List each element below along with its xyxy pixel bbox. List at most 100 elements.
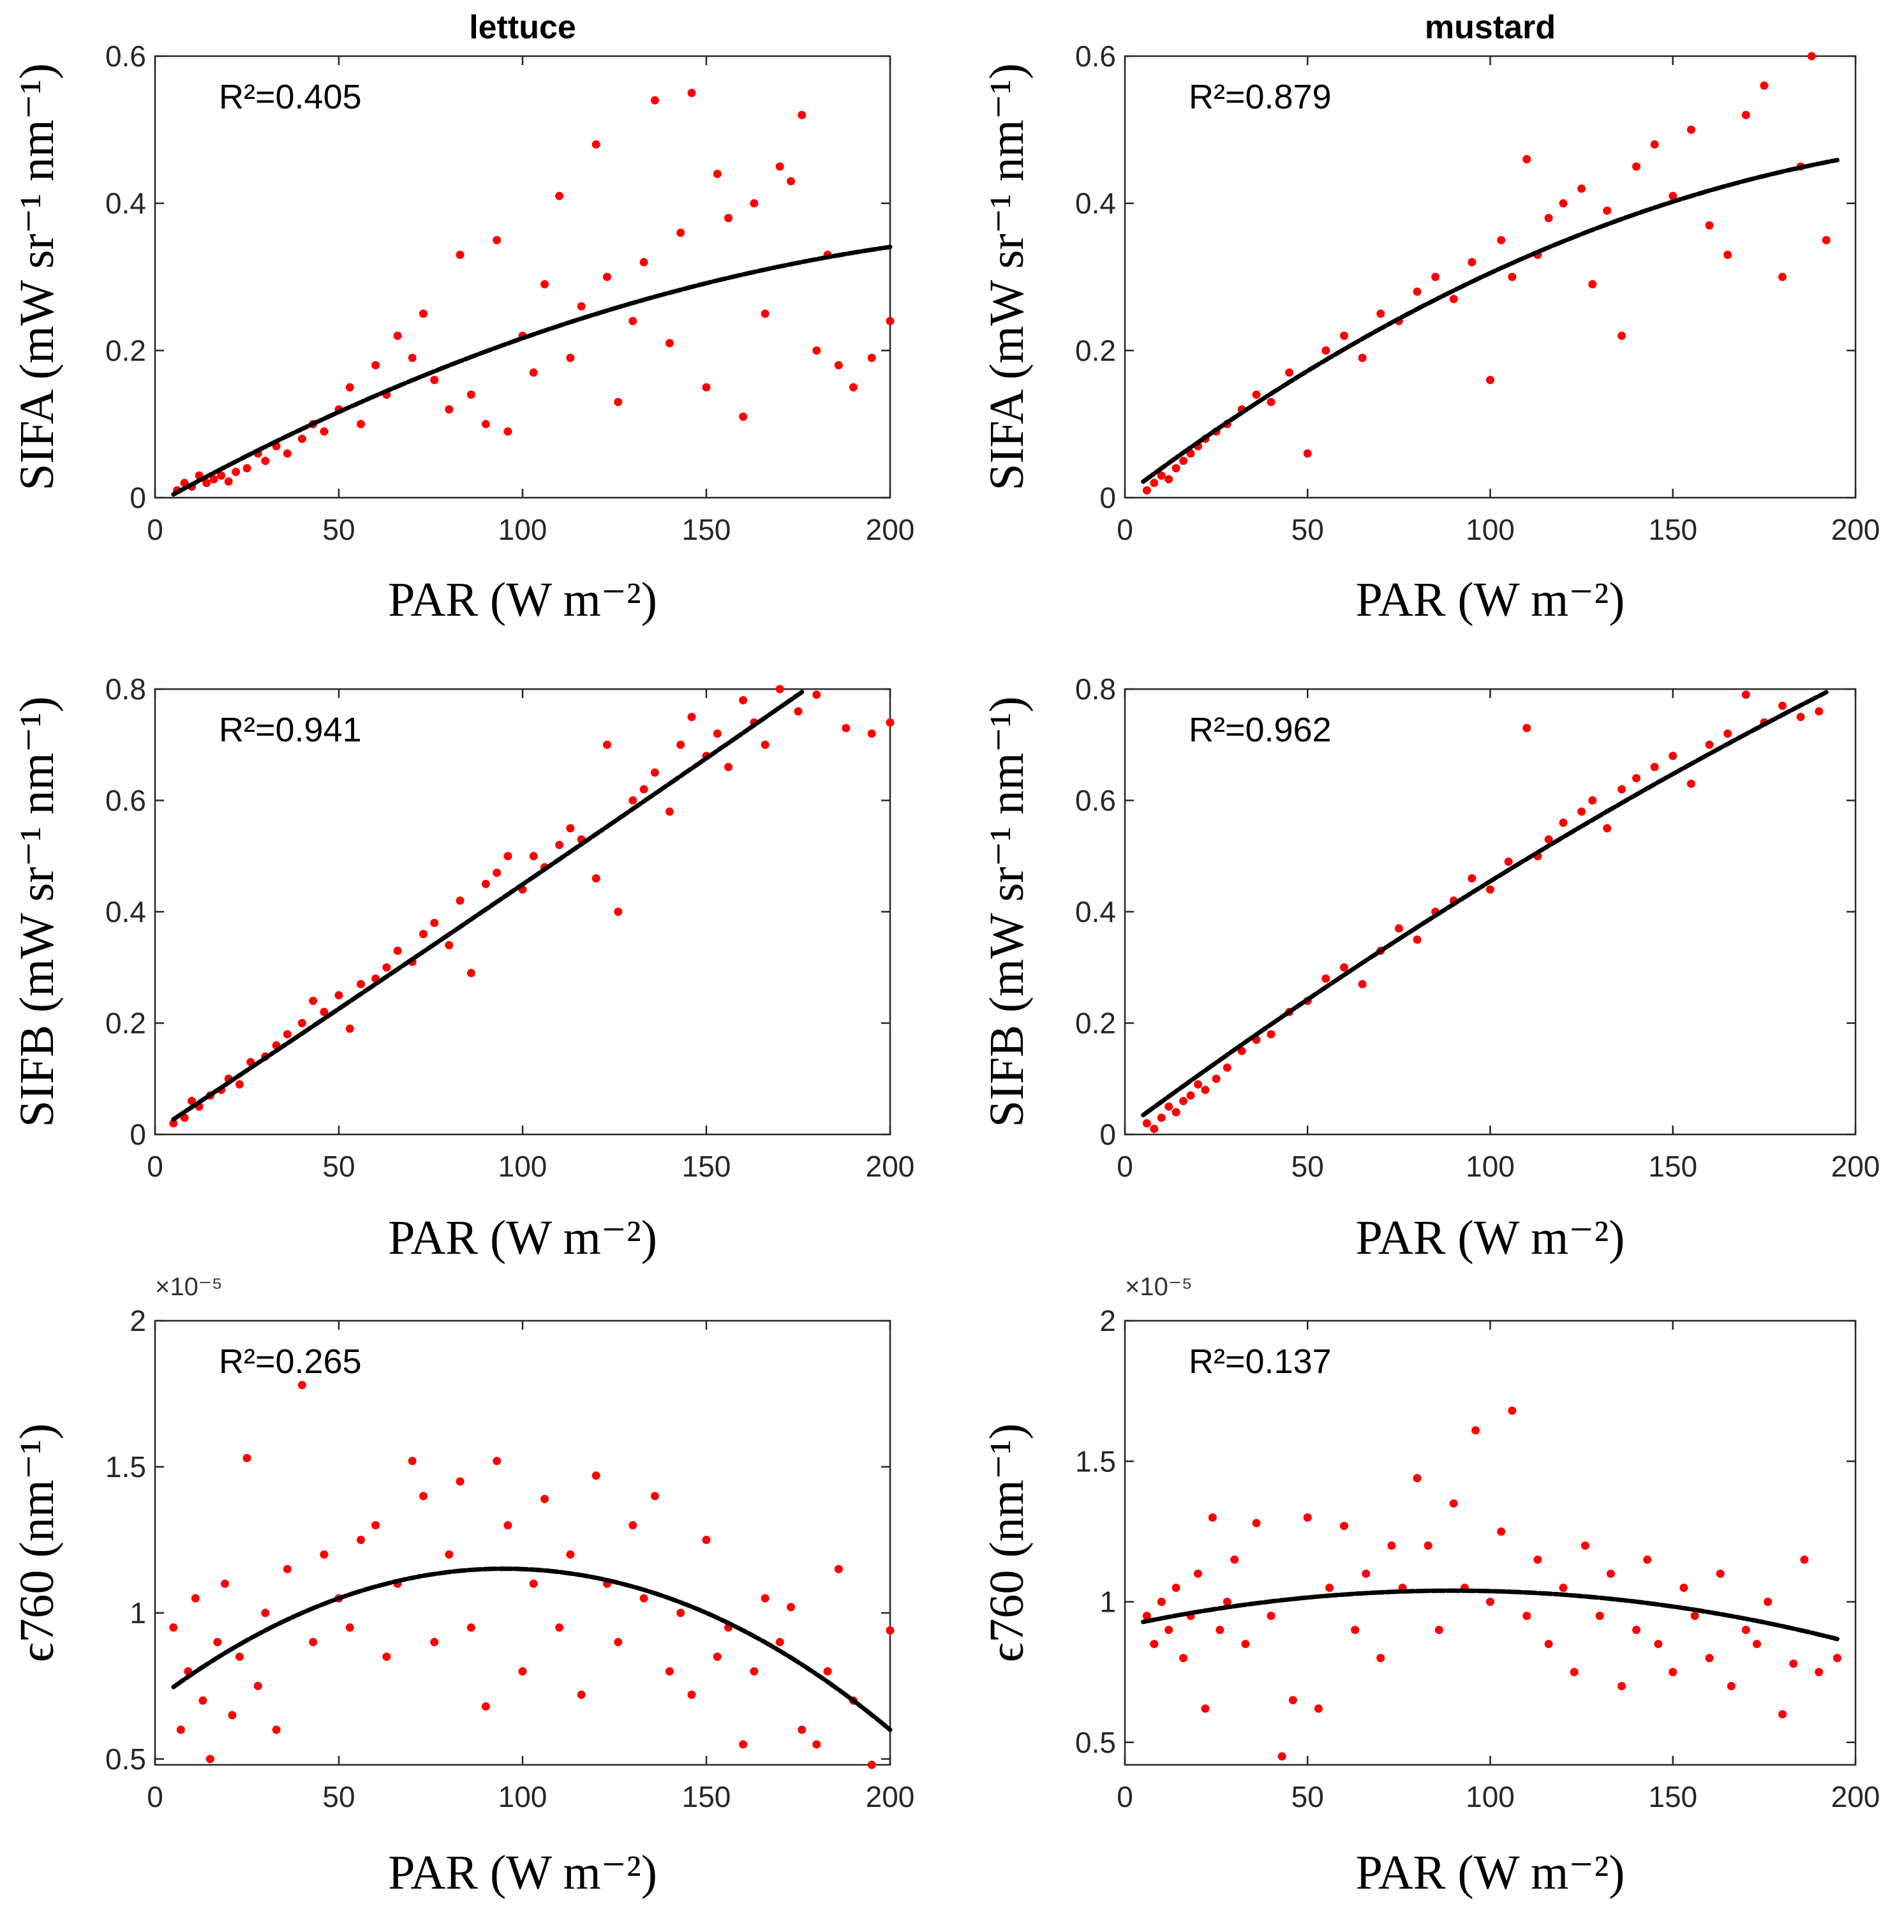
data-point xyxy=(761,740,770,749)
data-point xyxy=(1340,1522,1348,1531)
x-tick-label: 150 xyxy=(682,513,731,546)
data-point xyxy=(371,1521,380,1530)
data-point xyxy=(320,427,329,436)
data-point xyxy=(209,475,218,484)
data-point xyxy=(1807,52,1816,61)
data-point xyxy=(1171,464,1180,473)
data-point xyxy=(430,1638,439,1647)
y-tick-label: 0.5 xyxy=(1075,1726,1116,1759)
data-point xyxy=(393,331,402,340)
y-tick-label: 1.5 xyxy=(1075,1445,1116,1478)
data-point xyxy=(1288,1696,1297,1705)
data-point xyxy=(775,1638,784,1647)
data-point xyxy=(1157,471,1166,480)
data-point xyxy=(445,405,454,414)
data-point xyxy=(297,435,306,443)
data-point xyxy=(650,768,659,777)
x-tick-label: 200 xyxy=(866,1780,915,1813)
data-point xyxy=(1669,752,1677,761)
data-point xyxy=(1679,1583,1688,1592)
y-axis-label: ϵ760 (nm⁻¹) xyxy=(980,1423,1034,1662)
data-point xyxy=(1340,331,1348,340)
data-point xyxy=(1351,1626,1360,1635)
y-multiplier-label: ×10⁻⁵ xyxy=(1125,1273,1193,1301)
data-point xyxy=(1468,258,1476,267)
data-point xyxy=(750,199,759,208)
column-title: lettuce xyxy=(469,9,576,46)
data-point xyxy=(1741,1626,1750,1635)
data-point xyxy=(713,1653,722,1661)
x-tick-label: 100 xyxy=(1466,513,1515,546)
data-point xyxy=(1618,1682,1626,1691)
data-point xyxy=(1650,140,1659,149)
x-tick-label: 50 xyxy=(322,513,355,546)
x-tick-label: 150 xyxy=(1648,1780,1697,1813)
data-point xyxy=(529,1579,538,1588)
y-tick-label: 1.5 xyxy=(105,1450,146,1483)
data-point xyxy=(253,1681,262,1690)
data-point xyxy=(1413,935,1422,944)
data-point xyxy=(1150,479,1159,487)
data-point xyxy=(345,1623,354,1632)
data-point xyxy=(739,1740,748,1749)
data-point xyxy=(1778,1710,1787,1719)
data-point xyxy=(834,360,843,369)
fit-curve xyxy=(1141,690,1829,1118)
r-squared-label: R²=0.962 xyxy=(1189,711,1332,749)
data-point xyxy=(1508,1406,1517,1415)
fit-curve xyxy=(171,690,805,1122)
data-point xyxy=(798,110,807,119)
data-point xyxy=(503,852,512,861)
y-tick-label: 0.6 xyxy=(105,784,146,817)
data-point xyxy=(1533,1555,1542,1564)
y-axis-label: SIFA (mW sr⁻¹ nm⁻¹) xyxy=(10,63,64,491)
data-point xyxy=(1303,1513,1312,1522)
data-point xyxy=(297,1019,306,1027)
data-point xyxy=(1618,785,1626,794)
x-tick-label: 200 xyxy=(1831,1780,1880,1813)
plot-area xyxy=(154,1319,891,1766)
data-point xyxy=(1723,250,1732,259)
y-tick-label: 2 xyxy=(1099,1304,1116,1337)
plot-area xyxy=(154,688,891,1136)
data-point xyxy=(334,991,343,1000)
r-squared-label: R²=0.941 xyxy=(219,711,362,749)
x-tick-label: 50 xyxy=(1291,1780,1324,1813)
data-point xyxy=(1522,154,1531,163)
data-point xyxy=(1171,1108,1180,1117)
data-point xyxy=(1686,779,1695,788)
y-tick-label: 0.6 xyxy=(1075,784,1116,817)
data-point xyxy=(382,1653,391,1661)
data-point xyxy=(1559,199,1568,208)
y-axis-label: SIFB (mW sr⁻¹ nm⁻¹) xyxy=(980,696,1034,1127)
data-point xyxy=(591,140,600,149)
data-point xyxy=(466,1623,475,1632)
data-point xyxy=(1654,1640,1663,1649)
data-point xyxy=(1522,724,1531,732)
data-point xyxy=(1544,214,1553,223)
data-point xyxy=(1237,1046,1246,1055)
data-point xyxy=(1150,1640,1159,1649)
data-point xyxy=(1376,309,1385,318)
data-point xyxy=(1267,398,1276,406)
y-tick-label: 2 xyxy=(130,1304,146,1337)
data-point xyxy=(1544,835,1553,844)
data-point xyxy=(320,1007,329,1016)
data-point xyxy=(665,1667,674,1676)
data-point xyxy=(1285,368,1294,377)
data-point xyxy=(1171,1583,1180,1592)
data-point xyxy=(1252,390,1261,399)
data-point xyxy=(1705,1654,1714,1663)
data-point xyxy=(639,1594,648,1603)
data-point xyxy=(1223,1063,1231,1072)
panel-sifa-lettuce: 0 50 100 150 200 0 0.2 0.4 0.6 R²=0.405 lettuce PAR… xyxy=(10,9,914,627)
data-point xyxy=(1741,110,1750,119)
y-tick-label: 0.2 xyxy=(1075,1007,1116,1040)
data-point xyxy=(1643,1555,1652,1564)
data-point xyxy=(687,89,696,98)
data-point xyxy=(1603,824,1612,833)
data-point xyxy=(456,250,465,259)
data-point xyxy=(1580,1541,1589,1550)
panel-epsilon-mustard: 0 50 100 150 200 0.5 1 1.5 2 R²=0.137 ×10⁻⁵ PAR (W … xyxy=(980,1273,1880,1899)
data-point xyxy=(739,695,748,704)
